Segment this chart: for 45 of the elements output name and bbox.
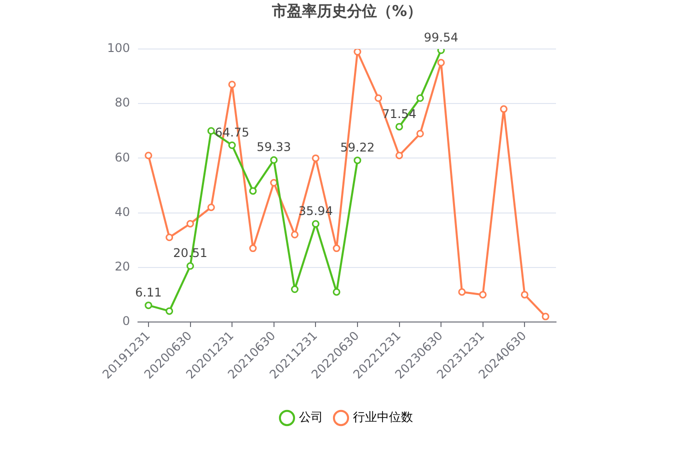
point xyxy=(312,154,320,162)
data-label: 99.54 xyxy=(424,30,458,44)
point xyxy=(270,156,278,164)
point xyxy=(144,302,152,310)
point xyxy=(354,49,362,56)
point xyxy=(437,58,445,66)
point xyxy=(479,290,487,298)
point xyxy=(542,312,550,320)
point xyxy=(228,141,236,149)
legend-label: 行业中位数 xyxy=(353,410,413,424)
point xyxy=(332,288,340,296)
point xyxy=(416,130,424,138)
y-tick-label: 20 xyxy=(114,260,130,274)
point xyxy=(332,244,340,252)
point xyxy=(166,234,174,242)
y-tick-label: 60 xyxy=(114,150,130,164)
point xyxy=(270,179,278,187)
data-label: 59.33 xyxy=(256,140,292,154)
point xyxy=(396,122,403,130)
y-tick-label: 40 xyxy=(114,204,130,219)
chart-title: 市盈率历史分位（%） xyxy=(270,2,422,20)
point xyxy=(396,152,403,160)
point xyxy=(228,80,236,88)
y-tick-label: 0 xyxy=(122,314,130,328)
data-label: 6.11 xyxy=(135,285,162,300)
point xyxy=(249,244,257,252)
point xyxy=(166,307,174,315)
point xyxy=(186,262,194,270)
point xyxy=(207,204,215,212)
point xyxy=(291,230,298,238)
point xyxy=(312,220,320,228)
point xyxy=(374,94,382,102)
point xyxy=(458,288,466,296)
point xyxy=(520,290,528,298)
point xyxy=(207,127,215,135)
point xyxy=(354,156,362,164)
y-tick-label: 80 xyxy=(114,96,130,110)
point xyxy=(144,152,152,160)
y-tick-label: 100 xyxy=(107,41,130,56)
legend-label: 公司 xyxy=(299,410,323,424)
point xyxy=(416,94,424,102)
point xyxy=(291,285,298,293)
point xyxy=(249,187,257,195)
point xyxy=(500,105,508,113)
point xyxy=(186,220,194,228)
